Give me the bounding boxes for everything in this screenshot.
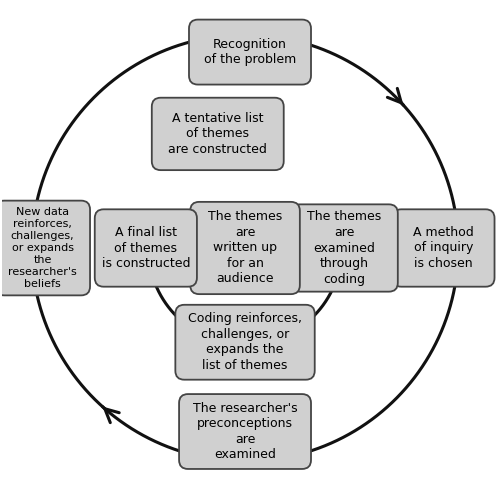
- Text: A method
of inquiry
is chosen: A method of inquiry is chosen: [413, 226, 474, 270]
- Text: New data
reinforces,
challenges,
or expands
the
researcher's
beliefs: New data reinforces, challenges, or expa…: [8, 207, 77, 289]
- Text: Recognition
of the problem: Recognition of the problem: [204, 38, 296, 66]
- FancyBboxPatch shape: [176, 305, 314, 380]
- FancyBboxPatch shape: [392, 209, 494, 287]
- FancyBboxPatch shape: [189, 19, 311, 84]
- FancyBboxPatch shape: [95, 209, 197, 287]
- FancyBboxPatch shape: [190, 202, 300, 294]
- Text: The themes
are
examined
through
coding: The themes are examined through coding: [307, 210, 382, 286]
- FancyBboxPatch shape: [290, 204, 398, 292]
- Text: A final list
of themes
is constructed: A final list of themes is constructed: [102, 226, 190, 270]
- FancyBboxPatch shape: [152, 98, 284, 170]
- Text: The themes
are
written up
for an
audience: The themes are written up for an audienc…: [208, 210, 282, 286]
- FancyBboxPatch shape: [179, 394, 311, 469]
- Text: A tentative list
of themes
are constructed: A tentative list of themes are construct…: [168, 112, 267, 156]
- Text: The researcher's
preconceptions
are
examined: The researcher's preconceptions are exam…: [192, 402, 298, 461]
- FancyBboxPatch shape: [0, 201, 90, 296]
- Text: Coding reinforces,
challenges, or
expands the
list of themes: Coding reinforces, challenges, or expand…: [188, 312, 302, 372]
